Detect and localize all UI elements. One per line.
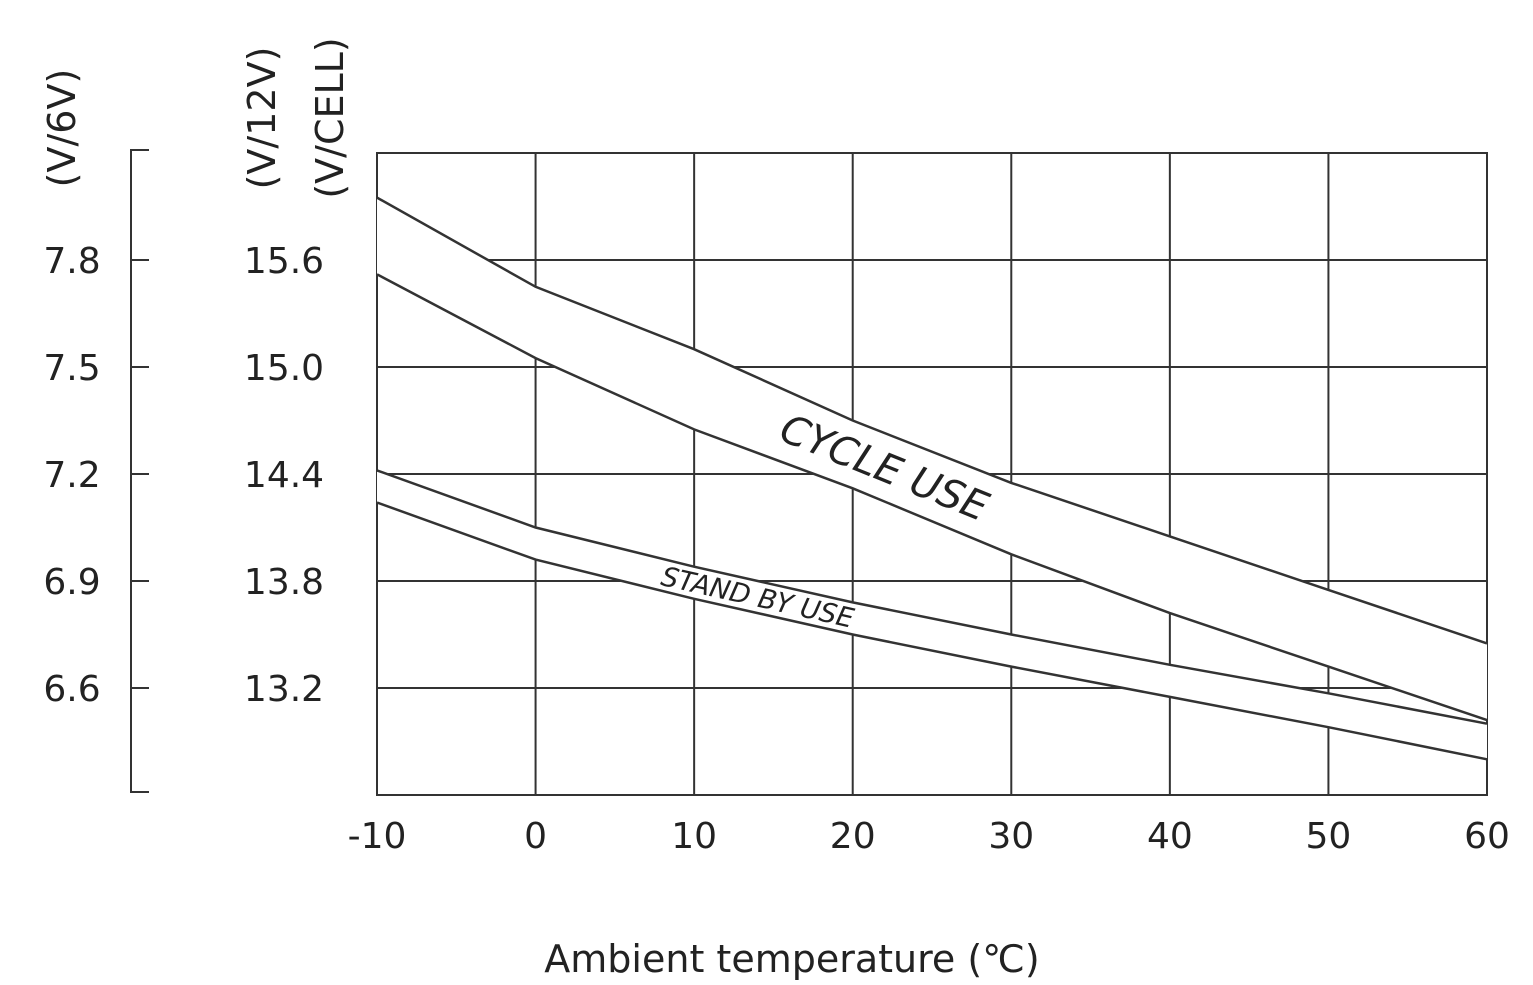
band-area — [377, 197, 1487, 721]
band-lower-line — [376, 273, 1488, 722]
y-axis-title: (V/6V) — [40, 69, 84, 188]
y-axis-title: (V/CELL) — [308, 37, 352, 198]
grid — [376, 152, 1488, 796]
v6-axis-bracket — [130, 149, 149, 793]
y-tick-label-v12: 15.0 — [244, 348, 324, 389]
y-tick-label-v12: 15.6 — [244, 241, 324, 282]
x-tick-label: -10 — [348, 816, 407, 857]
y-tick-label-v6: 6.9 — [43, 562, 100, 603]
x-axis-title: Ambient temperature (℃) — [544, 937, 1039, 981]
band-upper-line — [376, 469, 1488, 725]
y-tick-label-v12: 13.8 — [244, 562, 324, 603]
x-tick-label: 0 — [524, 816, 547, 857]
x-tick-label: 60 — [1464, 816, 1510, 857]
x-tick-label: 30 — [988, 816, 1034, 857]
y-tick-label-v6: 6.6 — [43, 669, 100, 710]
x-tick-label: 40 — [1147, 816, 1193, 857]
x-tick-label: 50 — [1306, 816, 1352, 857]
x-tick-label: 20 — [830, 816, 876, 857]
axes: -10 0 10 20 30 40 50 60 7.8 7.5 7.2 6.9 6.6 15.6 15.0 1… — [40, 37, 1510, 857]
x-tick-label: 10 — [671, 816, 717, 857]
band-lower-line — [376, 501, 1488, 761]
y-tick-label-v6: 7.8 — [43, 241, 100, 282]
band-upper-line — [376, 196, 1488, 645]
y-tick-label-v6: 7.5 — [43, 348, 100, 389]
y-axis-title: (V/12V) — [240, 47, 284, 190]
y-tick-label-v12: 13.2 — [244, 669, 324, 710]
y-tick-label-v12: 14.4 — [244, 455, 324, 496]
y-tick-label-v6: 7.2 — [43, 455, 100, 496]
band-area — [377, 470, 1487, 760]
